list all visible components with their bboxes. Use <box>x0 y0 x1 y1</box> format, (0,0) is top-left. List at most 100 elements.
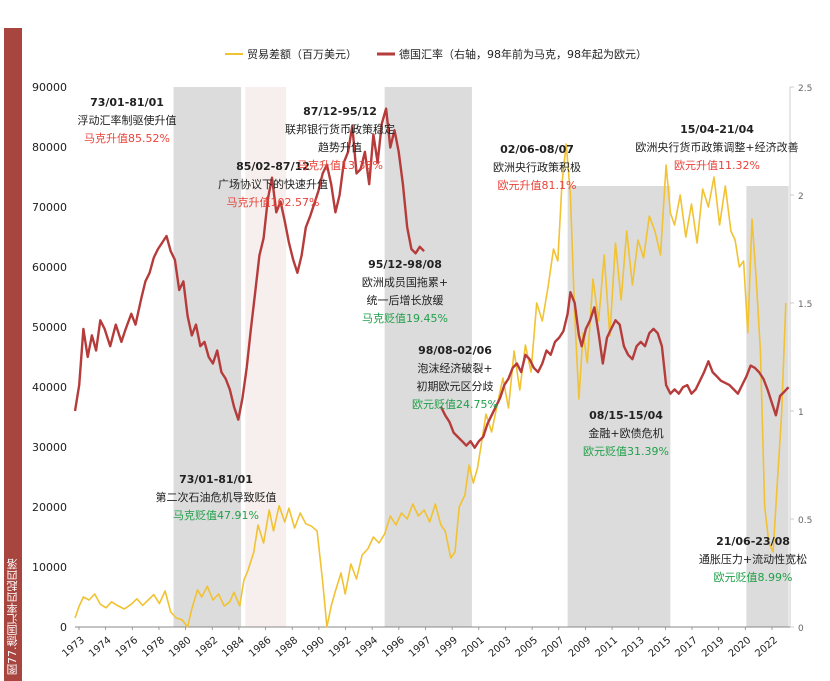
annotation-line: 95/12-98/08 <box>368 258 442 271</box>
annotation-line: 87/12-95/12 <box>303 105 377 118</box>
legend-label-fx: 德国汇率（右轴，98年前为马克，98年起为欧元） <box>399 47 647 61</box>
x-tick-label: 1986 <box>247 635 274 660</box>
annotation-line: 欧洲成员国拖累+ <box>362 275 448 289</box>
y-left-tick-label: 40000 <box>32 381 67 394</box>
annotation-value: 欧元升值81.1% <box>498 179 577 192</box>
annotation-line: 联邦银行货币政策稳定 <box>285 122 395 136</box>
annotation-line: 趋势升值 <box>318 141 362 154</box>
annotation-line: 通胀压力+流动性宽松 <box>699 552 807 566</box>
y-right-tick-label: 2.5 <box>798 84 812 94</box>
x-tick-label: 1978 <box>140 635 167 660</box>
annotation-line: 第二次石油危机导致贬值 <box>156 490 277 504</box>
x-tick-label: 1996 <box>380 635 407 660</box>
y-left-tick-label: 50000 <box>32 321 67 334</box>
annotation-line: 21/06-23/08 <box>716 535 790 548</box>
legend: 贸易差额（百万美元） 德国汇率（右轴，98年前为马克，98年起为欧元） <box>225 47 647 61</box>
x-tick-label: 1997 <box>407 635 434 660</box>
shaded-period-0 <box>173 87 242 627</box>
annotation-value: 欧元升值11.32% <box>674 159 760 172</box>
annotation-value: 欧元贬值31.39% <box>583 445 669 458</box>
annotation-line: 金融+欧债危机 <box>588 426 663 440</box>
y-right-tick-label: 2 <box>798 192 804 202</box>
y-right-tick-label: 0 <box>798 624 804 634</box>
x-tick-label: 2007 <box>540 635 567 660</box>
annotation-line: 15/04-21/04 <box>680 123 754 136</box>
y-left-tick-label: 10000 <box>32 561 67 574</box>
annotation-value: 欧元贬值24.75% <box>412 398 498 411</box>
x-tick-label: 1994 <box>354 635 381 660</box>
annotation-value: 马克升值13.38% <box>297 159 383 172</box>
y-left-tick-label: 20000 <box>32 501 67 514</box>
x-tick-label: 1973 <box>60 635 87 660</box>
x-tick-label: 2020 <box>727 635 754 660</box>
y-right-tick-label: 0.5 <box>798 516 812 526</box>
y-left-tick-label: 0 <box>60 621 67 634</box>
annotation-line: 初期欧元区分歧 <box>417 379 494 393</box>
annotation-line: 98/08-02/06 <box>418 344 492 357</box>
x-tick-label: 1988 <box>274 635 301 660</box>
annotation-line: 欧洲央行货币政策调整+经济改善 <box>635 140 798 154</box>
x-tick-label: 1982 <box>194 635 221 660</box>
y-left-tick-label: 60000 <box>32 261 67 274</box>
x-tick-label: 2009 <box>567 635 594 660</box>
x-tick-label: 2015 <box>647 635 674 660</box>
x-tick-label: 2001 <box>460 635 487 660</box>
x-tick-label: 1980 <box>167 635 194 660</box>
y-left-tick-label: 70000 <box>32 201 67 214</box>
x-tick-label: 1976 <box>114 635 141 660</box>
x-tick-label: 2005 <box>513 635 540 660</box>
shaded-period-3 <box>567 186 671 627</box>
annotation-line: 08/15-15/04 <box>589 409 663 422</box>
figure-label-bar <box>4 28 22 681</box>
y-right-tick-label: 1.5 <box>798 300 812 310</box>
annotation-value: 欧元贬值8.99% <box>714 571 793 584</box>
annotation-value: 马克升值85.52% <box>84 132 170 145</box>
series-line-fx-0 <box>73 107 425 421</box>
y-left-tick-label: 30000 <box>32 441 67 454</box>
annotation-line: 泡沫经济破裂+ <box>417 361 492 375</box>
x-tick-label: 1999 <box>434 635 461 660</box>
annotation-line: 73/01-81/01 <box>90 96 164 109</box>
legend-label-trade: 贸易差额（百万美元） <box>247 47 357 61</box>
annotation-line: 02/06-08/07 <box>500 143 574 156</box>
annotation-value: 马克贬值19.45% <box>362 312 448 325</box>
x-tick-label: 1974 <box>87 635 114 660</box>
annotation-line: 统一后增长放缓 <box>367 293 444 307</box>
x-tick-label: 2011 <box>593 635 620 660</box>
x-tick-label: 1984 <box>220 635 247 660</box>
y-right-tick-label: 1 <box>798 408 804 418</box>
y-left-tick-label: 90000 <box>32 81 67 94</box>
x-tick-label: 1990 <box>300 635 327 660</box>
annotation-line: 85/02-87/12 <box>236 160 310 173</box>
shaded-period-1 <box>245 87 287 627</box>
x-tick-label: 2019 <box>700 635 727 660</box>
x-tick-label: 2017 <box>673 635 700 660</box>
annotation-line: 浮动汇率制驱使升值 <box>78 113 177 127</box>
shaded-periods <box>173 87 789 627</box>
x-tick-label: 2022 <box>753 635 780 660</box>
series-line-fx-1 <box>439 291 790 449</box>
annotation-value: 马克贬值47.91% <box>173 509 259 522</box>
y-left-tick-label: 80000 <box>32 141 67 154</box>
annotation-value: 马克升值102.57% <box>227 196 320 209</box>
x-tick-label: 1992 <box>327 635 354 660</box>
x-tick-label: 2003 <box>487 635 514 660</box>
shaded-period-2 <box>384 87 472 627</box>
annotation-line: 73/01-81/01 <box>179 473 253 486</box>
annotation-line: 欧洲央行政策积极 <box>493 160 581 174</box>
series-line-trade <box>74 143 787 628</box>
x-tick-label: 2013 <box>620 635 647 660</box>
series <box>73 107 790 628</box>
